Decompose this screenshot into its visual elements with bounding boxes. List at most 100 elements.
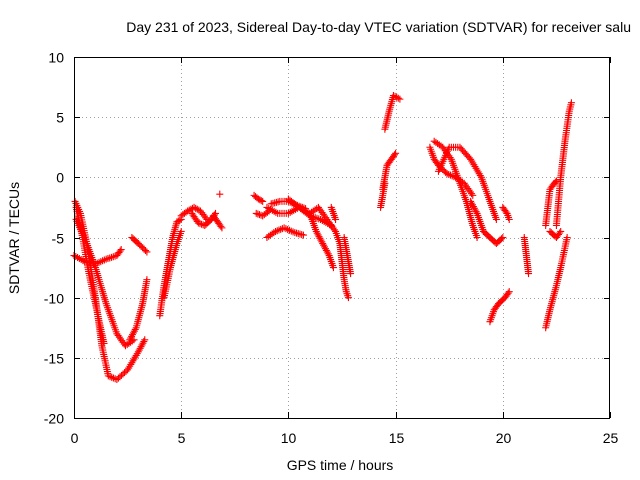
data-point-marker <box>141 247 149 255</box>
data-point-marker <box>505 288 513 296</box>
data-point-marker <box>469 191 477 199</box>
data-point-marker <box>177 227 185 235</box>
x-axis-label: GPS time / hours <box>287 457 394 473</box>
data-point-marker <box>104 372 112 380</box>
data-point-marker <box>216 190 224 198</box>
x-tick-label: 0 <box>71 430 79 446</box>
data-point-marker <box>257 211 265 219</box>
data-point-marker <box>347 270 355 278</box>
x-tick-label: 10 <box>281 430 297 446</box>
track-arc-26 <box>430 137 481 241</box>
track-arc-04 <box>70 246 125 268</box>
y-tick-label: 10 <box>48 50 64 66</box>
track-arc-28 <box>467 197 507 248</box>
grid-lines <box>74 57 610 418</box>
track-arc-23 <box>379 149 400 193</box>
plot-frame <box>74 57 610 419</box>
data-point-marker <box>396 95 404 103</box>
data-point-marker <box>108 373 116 381</box>
data-point-marker <box>176 216 184 224</box>
data-point-marker <box>330 226 338 234</box>
x-tick-label: 20 <box>496 430 512 446</box>
track-arc-06 <box>128 234 151 256</box>
track-arc-19 <box>306 203 352 302</box>
data-point-marker <box>492 215 500 223</box>
track-arc-34 <box>552 99 575 229</box>
data-point-marker <box>116 247 124 255</box>
data-point-marker <box>108 253 116 261</box>
data-point-marker <box>556 229 564 237</box>
track-arc-25 <box>426 143 477 199</box>
data-point-marker <box>499 234 507 241</box>
data-point-marker <box>194 219 202 227</box>
data-point-marker <box>448 172 456 180</box>
data-point-marker <box>202 214 210 222</box>
data-point-marker <box>199 221 207 229</box>
data-point-marker <box>106 373 114 381</box>
x-tick-label: 5 <box>178 430 186 446</box>
data-point-marker <box>437 142 445 150</box>
data-point-marker <box>257 197 265 205</box>
y-tick-label: -5 <box>52 231 65 247</box>
track-arc-32 <box>542 234 571 332</box>
data-point-marker <box>272 227 280 235</box>
data-point-marker <box>273 227 281 235</box>
track-arc-21 <box>340 234 355 278</box>
track-arc-35 <box>546 227 565 241</box>
track-arc-29 <box>486 288 513 326</box>
data-point-marker <box>563 234 571 241</box>
data-point-marker <box>324 250 332 258</box>
data-points <box>70 92 575 383</box>
data-point-marker <box>472 208 480 216</box>
data-point-marker <box>445 170 453 178</box>
data-point-marker <box>332 215 340 223</box>
track-arc-24 <box>381 92 404 133</box>
data-point-marker <box>468 190 476 198</box>
track-arc-18 <box>284 195 337 272</box>
data-point-marker <box>344 294 352 302</box>
y-tick-label: -15 <box>44 351 64 367</box>
track-arc-30 <box>499 203 513 223</box>
data-point-marker <box>218 224 226 232</box>
track-arc-31 <box>520 234 533 278</box>
y-tick-label: 0 <box>56 170 64 186</box>
data-point-marker <box>502 208 510 216</box>
data-point-marker <box>299 231 307 239</box>
data-point-marker <box>557 227 565 235</box>
data-point-marker <box>443 170 451 178</box>
track-arc-11 <box>209 212 226 232</box>
data-point-marker <box>143 248 151 256</box>
chart-title: Day 231 of 2023, Sidereal Day-to-day VTE… <box>126 19 631 35</box>
data-point-marker <box>193 205 201 213</box>
data-point-marker <box>140 338 148 346</box>
data-point-marker <box>141 336 149 344</box>
data-point-marker <box>392 149 400 157</box>
data-point-marker <box>498 235 506 243</box>
track-arc-05 <box>126 276 151 344</box>
data-point-marker <box>446 171 454 179</box>
data-point-marker <box>391 151 399 159</box>
axis-ticks: 0 5 10 15 20 25 -20 -15 -10 -5 0 5 10 <box>44 50 619 447</box>
track-arc-14 <box>252 207 273 220</box>
data-point-marker <box>275 226 283 234</box>
data-point-marker <box>196 220 204 228</box>
y-tick-label: 5 <box>56 110 64 126</box>
data-point-marker <box>567 99 575 107</box>
data-point-marker <box>143 276 151 284</box>
data-point-marker <box>254 210 262 218</box>
data-point-marker <box>552 177 560 185</box>
data-point-marker <box>252 209 260 217</box>
data-point-marker <box>394 94 402 102</box>
track-arc-12 <box>216 190 224 198</box>
track-arc-09 <box>177 203 211 223</box>
x-tick-label: 25 <box>603 430 619 446</box>
data-point-marker <box>505 215 513 223</box>
track-arc-20 <box>327 203 340 223</box>
data-point-marker <box>217 222 225 230</box>
y-tick-label: -20 <box>44 411 64 427</box>
data-point-marker <box>504 289 512 297</box>
data-point-marker <box>525 270 533 278</box>
track-arc-08 <box>160 227 185 302</box>
data-point-marker <box>277 225 285 233</box>
